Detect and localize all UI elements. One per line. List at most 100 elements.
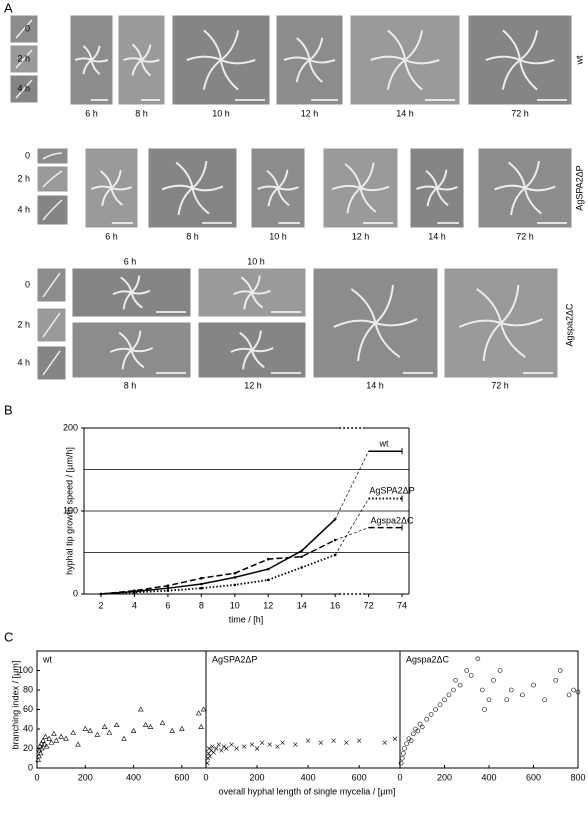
y-tick-label: 0 (28, 762, 33, 772)
hypha (131, 347, 154, 353)
hypha (524, 187, 543, 215)
hypha (251, 347, 274, 353)
time-label: 6 h (124, 256, 137, 266)
data-point (169, 727, 176, 733)
hypha (90, 45, 101, 61)
data-point (411, 731, 416, 737)
data-point (508, 687, 514, 693)
panel-title: Agspa2ΔC (406, 654, 450, 664)
series-connector (334, 498, 369, 556)
data-point (399, 755, 405, 761)
data-point (453, 677, 458, 683)
hypha (251, 275, 261, 294)
hypha (74, 57, 92, 61)
time-label: 12 h (301, 108, 319, 118)
x-tick-label: 600 (352, 772, 367, 782)
data-point (166, 586, 170, 590)
time-label: 12 h (352, 231, 370, 241)
hypha (359, 187, 377, 213)
data-point (266, 557, 270, 561)
hypha (404, 59, 440, 65)
data-point (70, 729, 77, 735)
hypha (91, 59, 109, 63)
hypha (131, 43, 143, 61)
x-axis-label: time / [h] (229, 614, 264, 624)
hypha (350, 288, 377, 324)
data-point (318, 740, 324, 745)
x-tick-label: 400 (301, 772, 316, 782)
hypha (243, 291, 253, 310)
data-point (482, 707, 487, 712)
data-point (392, 736, 398, 741)
data-point (275, 744, 280, 749)
data-point (37, 743, 43, 749)
data-point (208, 748, 214, 753)
data-point (401, 751, 406, 756)
hypha (120, 276, 133, 293)
y-tick-label: 80 (23, 684, 33, 694)
time-label: 8 h (135, 108, 148, 118)
data-point (464, 668, 470, 673)
hypha (359, 162, 375, 189)
hypha (524, 185, 556, 192)
data-point (233, 571, 237, 575)
hypha (458, 319, 502, 328)
data-point (457, 682, 463, 688)
data-point (82, 725, 89, 731)
data-point (480, 687, 485, 693)
hypha (111, 186, 133, 191)
hypha (277, 169, 289, 189)
hypha (295, 59, 311, 83)
hypha (476, 288, 502, 324)
hypha (251, 330, 262, 351)
data-point (408, 738, 414, 744)
hypha (220, 30, 240, 61)
data-point (428, 712, 434, 717)
time-label: 12 h (244, 380, 262, 390)
data-point (195, 710, 202, 716)
data-point (266, 578, 270, 582)
x-tick-label: 4 (132, 600, 137, 610)
hypha (404, 30, 424, 61)
data-point (142, 721, 149, 727)
data-point (41, 741, 48, 747)
data-point (63, 735, 69, 741)
x-tick-label: 0 (203, 772, 208, 782)
time-label: 72 h (491, 380, 509, 390)
data-point (398, 760, 404, 766)
data-point (51, 730, 57, 736)
data-point (300, 549, 304, 553)
hypha (374, 284, 394, 324)
time-label: 4 h (17, 83, 30, 93)
x-axis-label: overall hyphal length of single mycelia … (219, 786, 396, 796)
hypha (191, 187, 210, 215)
hypha (130, 292, 143, 309)
x-tick-label: 74 (397, 600, 407, 610)
hypha (375, 318, 418, 327)
series-label: wt (379, 438, 389, 448)
data-point (211, 750, 216, 755)
data-point (520, 692, 525, 698)
hypha (141, 59, 160, 63)
data-point (266, 567, 270, 571)
data-point (113, 721, 120, 727)
hypha (436, 169, 448, 189)
y-tick-label: 0 (73, 588, 78, 598)
y-axis-label: branching index / [µm] (10, 661, 20, 750)
data-point (48, 739, 55, 745)
y-tick-label: 100 (63, 505, 78, 515)
hypha (386, 59, 406, 90)
data-point (333, 518, 337, 521)
data-point (557, 668, 563, 673)
data-point (138, 706, 144, 712)
data-point (280, 740, 285, 745)
data-point (433, 707, 438, 712)
time-label: 0 (25, 23, 30, 33)
hypha (90, 59, 101, 75)
hypha (374, 322, 401, 358)
hypha (308, 59, 323, 83)
hypha (109, 347, 132, 353)
hypha (220, 59, 239, 91)
hypha (42, 350, 61, 376)
hypha (507, 161, 526, 189)
